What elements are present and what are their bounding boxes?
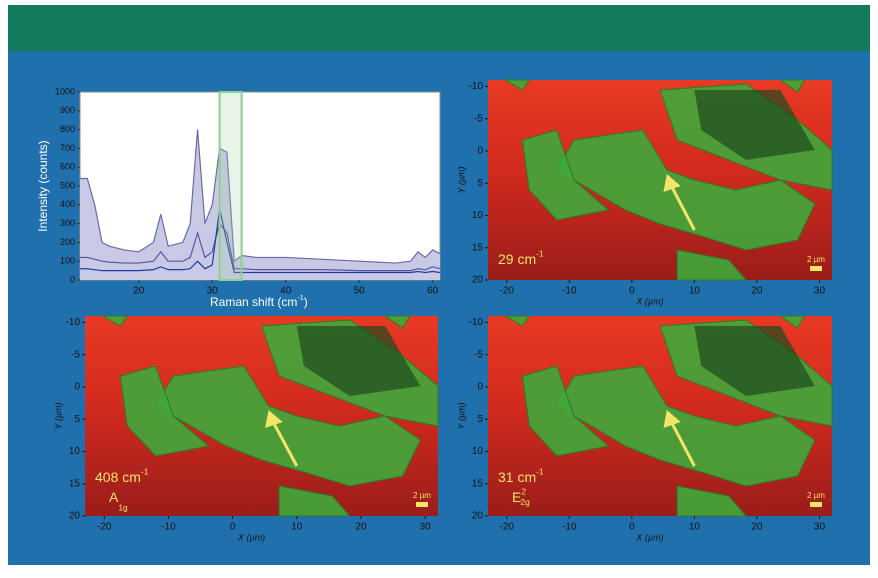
y-tick-label: -10 <box>66 317 81 328</box>
x-axis-label: X (µm) <box>635 296 663 306</box>
y-tick-label: -10 <box>469 81 484 92</box>
x-axis-label: X (µm) <box>237 532 265 542</box>
y-tick-label: 600 <box>60 162 75 172</box>
x-tick-label: -10 <box>161 522 176 533</box>
x-tick-label: 10 <box>689 286 701 297</box>
y-tick-label: 20 <box>472 275 484 286</box>
label-text: 408 cm <box>95 469 141 485</box>
y-tick-label: 20 <box>472 511 484 522</box>
label-sub: 2g <box>520 497 530 507</box>
label-sup: -1 <box>141 467 149 477</box>
x-tick-label: 10 <box>689 522 701 533</box>
x-axis-label: Raman shift (cm-1) <box>210 293 308 309</box>
y-tick-label: 15 <box>69 478 81 489</box>
figure: 0100200300400500600700800900100020304050… <box>0 0 878 573</box>
x-tick-label: -20 <box>500 522 515 533</box>
label-sup: -1 <box>536 249 544 259</box>
y-tick-label: 10 <box>69 446 81 457</box>
y-tick-label: -5 <box>474 113 483 124</box>
y-tick-label: -5 <box>474 349 483 360</box>
banner <box>8 5 870 51</box>
y-tick-label: 100 <box>60 256 75 266</box>
y-tick-label: 900 <box>60 105 75 115</box>
y-tick-label: 10 <box>472 446 484 457</box>
y-axis-label: Y (µm) <box>456 402 466 429</box>
scale-bar <box>810 502 822 507</box>
x-tick-label: 20 <box>133 286 145 297</box>
x-tick-label: 20 <box>751 286 763 297</box>
y-axis-label: Y (µm) <box>456 166 466 193</box>
x-tick-label: 0 <box>230 522 236 533</box>
y-tick-label: 20 <box>69 511 81 522</box>
highlight <box>220 92 242 280</box>
label-text: 31 cm <box>498 469 536 485</box>
scale-bar <box>810 266 822 271</box>
y-tick-label: 800 <box>60 124 75 134</box>
y-tick-label: 15 <box>472 478 484 489</box>
x-tick-label: 0 <box>629 522 635 533</box>
y-tick-label: 15 <box>472 242 484 253</box>
x-tick-label: 30 <box>814 522 826 533</box>
y-tick-label: 0 <box>477 146 483 157</box>
y-tick-label: -10 <box>469 317 484 328</box>
y-tick-label: 5 <box>74 414 80 425</box>
x-tick-label: 10 <box>291 522 303 533</box>
x-axis-label: X (µm) <box>635 532 663 542</box>
scale-bar-label: 2 µm <box>807 255 825 264</box>
frequency-label: 408 cm-1 <box>95 467 149 485</box>
y-tick-label: -5 <box>71 349 80 360</box>
y-tick-label: 0 <box>70 274 75 284</box>
scale-bar-label: 2 µm <box>807 491 825 500</box>
x-tick-label: 20 <box>355 522 367 533</box>
x-tick-label: -20 <box>97 522 112 533</box>
y-tick-label: 10 <box>472 210 484 221</box>
x-tick-label: 0 <box>629 286 635 297</box>
label-text: 29 cm <box>498 251 536 267</box>
y-tick-label: 200 <box>60 237 75 247</box>
y-tick-label: 5 <box>477 414 483 425</box>
y-tick-label: 0 <box>477 382 483 393</box>
x-tick-label: -20 <box>500 286 515 297</box>
label-tail: ) <box>304 295 308 309</box>
y-tick-label: 0 <box>74 382 80 393</box>
x-tick-label: -10 <box>562 522 577 533</box>
x-tick-label: -10 <box>562 286 577 297</box>
label-text: Raman shift (cm <box>210 295 297 309</box>
x-tick-label: 20 <box>751 522 763 533</box>
x-tick-label: 30 <box>420 522 432 533</box>
y-tick-label: 700 <box>60 143 75 153</box>
y-tick-label: 5 <box>477 178 483 189</box>
scale-bar-label: 2 µm <box>413 491 431 500</box>
label-sub: 1g <box>118 503 128 513</box>
label-sup: 2 <box>521 487 526 497</box>
label-sup: -1 <box>536 467 544 477</box>
y-axis-label: Y (µm) <box>53 402 63 429</box>
y-tick-label: 300 <box>60 218 75 228</box>
y-tick-label: 400 <box>60 199 75 209</box>
x-tick-label: 50 <box>354 286 366 297</box>
scale-bar <box>416 502 428 507</box>
x-tick-label: 60 <box>427 286 439 297</box>
y-tick-label: 500 <box>60 180 75 190</box>
x-tick-label: 30 <box>814 286 826 297</box>
y-tick-label: 1000 <box>55 86 75 96</box>
y-axis-label: Intensity (counts) <box>36 140 50 231</box>
